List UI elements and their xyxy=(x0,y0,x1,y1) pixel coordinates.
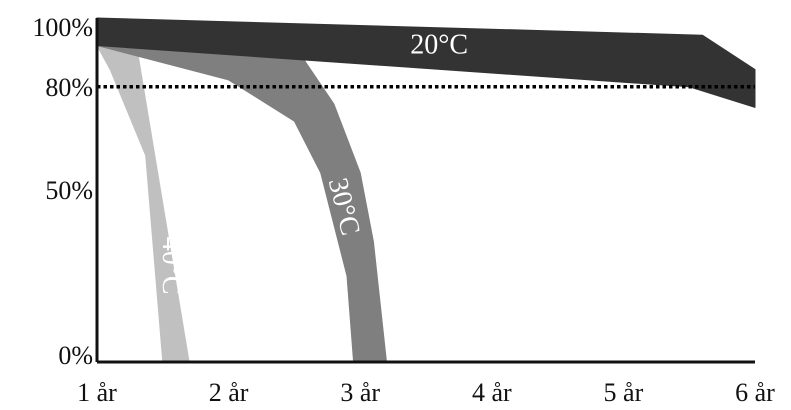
y-tick-label: 50% xyxy=(45,176,93,205)
y-tick-label: 80% xyxy=(45,73,93,102)
y-tick-label: 0% xyxy=(58,341,93,370)
x-tick-label: 6 år xyxy=(735,378,775,407)
x-tick-label: 1 år xyxy=(77,378,117,407)
series-labels: 40°C30°C20°C xyxy=(156,30,468,295)
series-label: 20°C xyxy=(410,30,468,61)
x-tick-label: 4 år xyxy=(472,378,512,407)
x-axis-ticks: 1 år 2 år 3 år 4 år 5 år 6 år xyxy=(77,378,775,407)
x-tick-label: 3 år xyxy=(340,378,380,407)
y-axis-ticks: 0% 50% 80% 100% xyxy=(32,13,93,370)
y-tick-label: 100% xyxy=(32,13,93,42)
series-bands xyxy=(96,17,756,363)
band-40C xyxy=(96,45,190,363)
x-tick-label: 2 år xyxy=(209,378,249,407)
series-label: 40°C xyxy=(156,237,187,295)
x-tick-label: 5 år xyxy=(604,378,644,407)
